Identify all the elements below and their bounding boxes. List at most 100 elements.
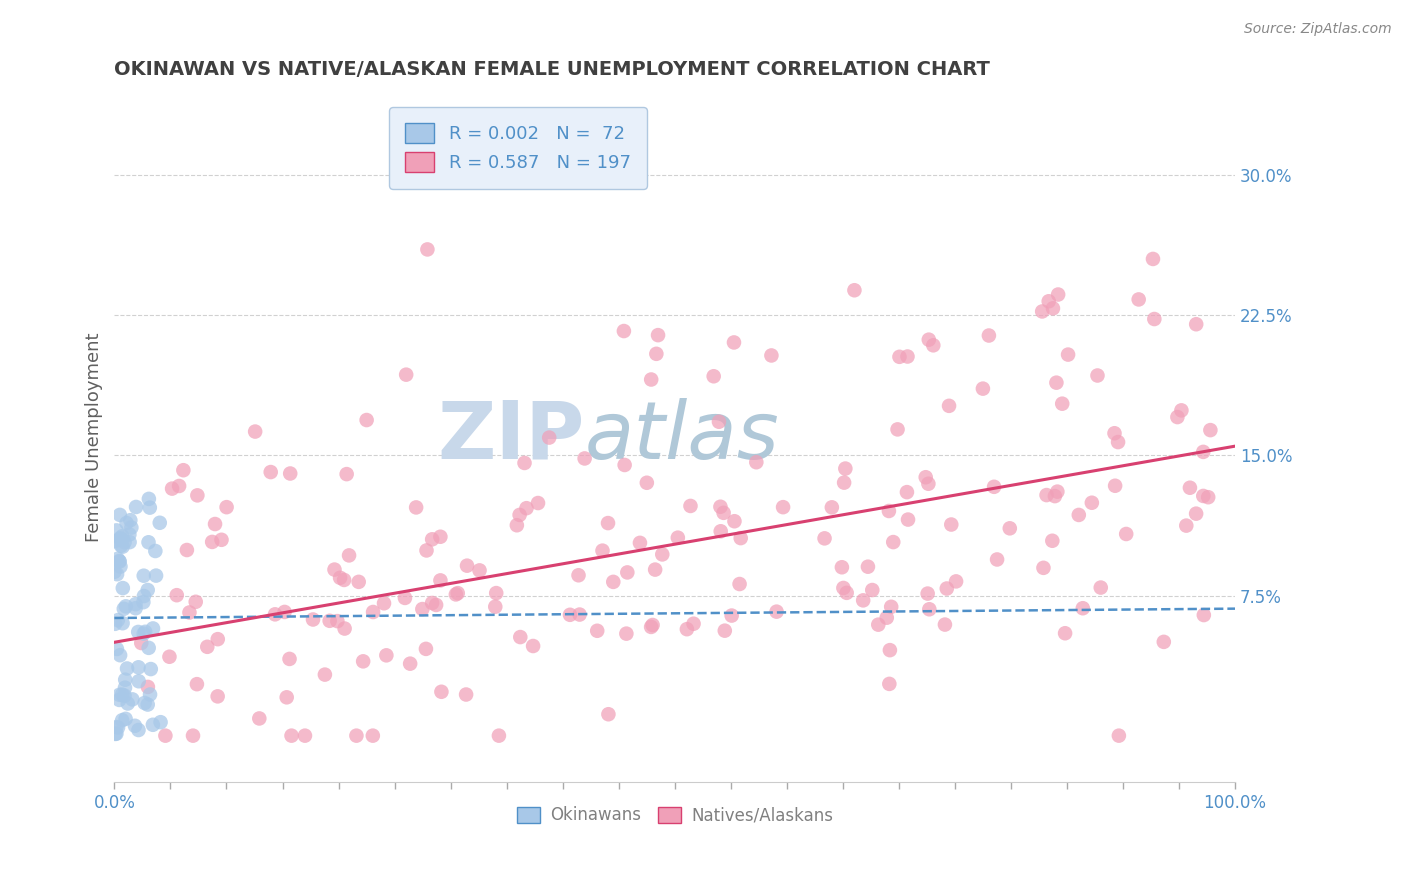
- Point: [207, 690, 229, 704]
- Point: [1197, 490, 1219, 504]
- Point: [425, 598, 447, 612]
- Point: [723, 335, 745, 350]
- Point: [105, 720, 128, 734]
- Point: [399, 657, 422, 671]
- Point: [139, 500, 162, 515]
- Point: [1104, 426, 1126, 441]
- Point: [149, 516, 172, 530]
- Point: [132, 568, 155, 582]
- Point: [273, 605, 295, 619]
- Point: [1032, 561, 1054, 575]
- Point: [103, 534, 125, 549]
- Point: [1178, 481, 1201, 495]
- Point: [707, 415, 730, 429]
- Point: [1071, 601, 1094, 615]
- Point: [488, 729, 510, 743]
- Point: [860, 582, 883, 597]
- Point: [886, 422, 908, 436]
- Point: [264, 607, 287, 622]
- Point: [889, 350, 911, 364]
- Point: [640, 372, 662, 386]
- Point: [527, 496, 550, 510]
- Point: [567, 568, 589, 582]
- Point: [142, 718, 165, 732]
- Point: [115, 661, 138, 675]
- Point: [1192, 445, 1215, 459]
- Point: [132, 595, 155, 609]
- Point: [509, 630, 531, 644]
- Point: [1047, 287, 1070, 301]
- Point: [761, 349, 783, 363]
- Point: [709, 500, 731, 514]
- Point: [513, 456, 536, 470]
- Point: [574, 451, 596, 466]
- Point: [280, 729, 302, 743]
- Point: [125, 500, 148, 514]
- Text: Source: ZipAtlas.com: Source: ZipAtlas.com: [1244, 22, 1392, 37]
- Point: [395, 368, 418, 382]
- Point: [167, 479, 190, 493]
- Point: [420, 596, 443, 610]
- Point: [636, 475, 658, 490]
- Point: [429, 574, 451, 588]
- Point: [644, 563, 666, 577]
- Point: [666, 531, 689, 545]
- Point: [336, 467, 359, 482]
- Point: [972, 382, 994, 396]
- Point: [896, 350, 918, 364]
- Point: [456, 688, 478, 702]
- Point: [356, 413, 378, 427]
- Point: [104, 727, 127, 741]
- Point: [361, 729, 384, 743]
- Point: [1142, 252, 1164, 266]
- Point: [105, 567, 128, 582]
- Point: [602, 574, 624, 589]
- Point: [765, 605, 787, 619]
- Point: [415, 543, 437, 558]
- Point: [1192, 489, 1215, 503]
- Point: [375, 648, 398, 663]
- Point: [278, 652, 301, 666]
- Point: [558, 607, 581, 622]
- Point: [1090, 581, 1112, 595]
- Point: [918, 602, 941, 616]
- Point: [124, 719, 146, 733]
- Point: [139, 662, 162, 676]
- Point: [1128, 293, 1150, 307]
- Text: atlas: atlas: [585, 398, 780, 475]
- Point: [333, 573, 356, 587]
- Point: [676, 622, 699, 636]
- Point: [713, 506, 735, 520]
- Point: [596, 516, 619, 530]
- Point: [114, 689, 136, 703]
- Point: [136, 582, 159, 597]
- Point: [813, 532, 835, 546]
- Point: [1050, 397, 1073, 411]
- Point: [142, 622, 165, 636]
- Point: [176, 543, 198, 558]
- Point: [110, 533, 132, 547]
- Point: [134, 696, 156, 710]
- Legend: Okinawans, Natives/Alaskans: Okinawans, Natives/Alaskans: [508, 798, 841, 833]
- Point: [115, 599, 138, 614]
- Point: [352, 654, 374, 668]
- Point: [132, 589, 155, 603]
- Point: [645, 347, 668, 361]
- Point: [329, 571, 352, 585]
- Point: [522, 639, 544, 653]
- Point: [166, 588, 188, 602]
- Point: [111, 581, 134, 595]
- Point: [1185, 317, 1208, 331]
- Point: [111, 529, 134, 543]
- Point: [107, 552, 129, 566]
- Point: [1192, 608, 1215, 623]
- Point: [720, 608, 742, 623]
- Point: [114, 712, 136, 726]
- Point: [195, 640, 218, 654]
- Point: [186, 677, 208, 691]
- Point: [134, 624, 156, 639]
- Point: [117, 697, 139, 711]
- Point: [852, 593, 875, 607]
- Point: [1043, 489, 1066, 503]
- Point: [361, 605, 384, 619]
